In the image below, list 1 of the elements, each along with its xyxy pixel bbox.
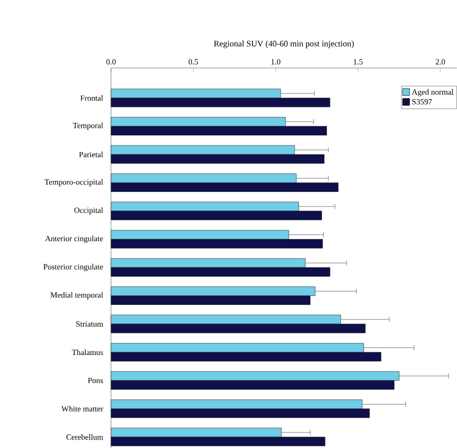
x-axis-title: Regional SUV (40-60 min post injection) [214, 40, 354, 48]
